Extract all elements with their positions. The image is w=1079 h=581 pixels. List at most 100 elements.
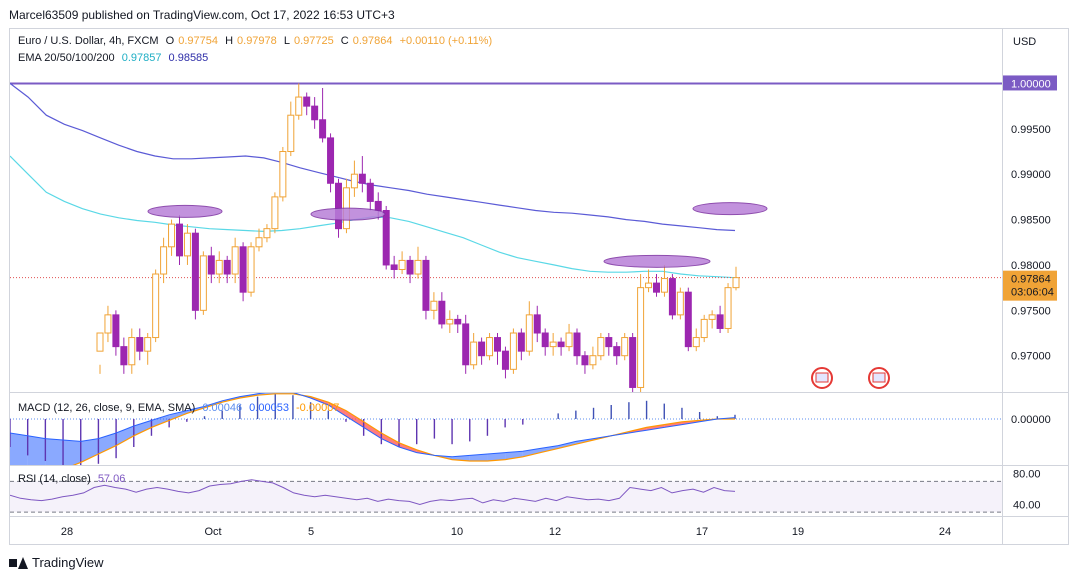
- candle-body: [168, 223, 176, 248]
- candle: [438, 292, 446, 329]
- level-badge-text: 1.00000: [1011, 78, 1051, 90]
- candle: [692, 328, 700, 352]
- candle-body: [350, 173, 358, 189]
- candle-body: [724, 287, 732, 329]
- rsi-value: 57.06: [97, 473, 126, 485]
- price-pane: [10, 82, 1002, 392]
- price-tick-label: 0.98000: [1011, 260, 1051, 272]
- macd-fill-segment: [80, 438, 99, 463]
- countdown-text: 03:06:04: [1011, 287, 1054, 299]
- candle: [509, 328, 517, 374]
- open-value: 0.97754: [178, 35, 218, 47]
- candle-body: [358, 173, 366, 184]
- candle: [454, 314, 462, 334]
- macd-fill-segment: [664, 421, 682, 428]
- macd-fill-segment: [45, 438, 64, 465]
- candle-body: [700, 318, 708, 339]
- candle-body: [390, 264, 398, 270]
- candle: [557, 337, 565, 356]
- candle-body: [191, 232, 199, 311]
- rsi-legend: RSI (14, close) 57.06: [18, 473, 129, 485]
- macd-label: MACD (12, 26, close, 9, EMA, SMA): [18, 402, 196, 414]
- time-tick-label: Oct: [204, 526, 221, 538]
- candle: [168, 219, 176, 256]
- candle: [446, 310, 454, 334]
- candle-body: [96, 332, 104, 352]
- candle-body: [613, 346, 621, 357]
- candle: [653, 274, 660, 297]
- macd-fill-segment: [522, 448, 541, 457]
- candle: [231, 237, 239, 284]
- candle: [303, 92, 311, 116]
- macd-fill-segment: [63, 440, 81, 465]
- candle: [668, 274, 676, 320]
- candle-body: [366, 182, 374, 202]
- high-value: 0.97978: [237, 35, 277, 47]
- macd-fill-segment: [505, 451, 523, 460]
- macd-fill-segment: [169, 410, 187, 421]
- currency-label: USD: [1013, 36, 1036, 48]
- candle-body: [335, 182, 342, 230]
- price-tick-label: 0.97500: [1011, 305, 1051, 317]
- candle-body: [716, 314, 724, 329]
- candle: [581, 351, 589, 374]
- candle-body: [406, 259, 414, 275]
- candle: [239, 242, 247, 302]
- candle-body: [271, 196, 279, 230]
- candle: [215, 251, 223, 284]
- candle: [342, 178, 350, 234]
- candle: [533, 305, 541, 343]
- candle-body: [255, 237, 263, 248]
- candle: [183, 224, 191, 265]
- candle-body: [382, 210, 390, 266]
- candle: [96, 332, 104, 374]
- candle-body: [525, 314, 533, 352]
- candle: [597, 333, 605, 361]
- candle-body: [247, 246, 255, 293]
- us-flag-event-icon: [811, 367, 833, 389]
- open-label: O: [165, 35, 175, 47]
- macd-fill-segment: [116, 426, 134, 446]
- candle-body: [207, 255, 215, 275]
- macd-fill-segment: [133, 420, 152, 436]
- candle: [382, 205, 390, 270]
- candle: [470, 333, 478, 370]
- rsi-line: [10, 479, 736, 506]
- rsi-tick-label: 40.00: [1013, 499, 1041, 511]
- candle-body: [136, 337, 144, 352]
- candle: [613, 342, 621, 365]
- candle: [525, 301, 533, 356]
- candle: [621, 333, 629, 361]
- candle-body: [692, 337, 700, 348]
- candle-body: [462, 323, 470, 366]
- candle-body: [708, 314, 716, 320]
- candle: [358, 156, 366, 193]
- tradingview-logo[interactable]: TradingView: [9, 555, 104, 570]
- macd-fill-segment: [469, 454, 488, 461]
- candle: [565, 323, 573, 352]
- candle: [390, 255, 398, 279]
- low-value: 0.97725: [293, 35, 334, 47]
- candle-body: [660, 278, 668, 293]
- candle-body: [573, 332, 581, 357]
- candle-body: [629, 337, 637, 388]
- candle-body: [311, 105, 319, 121]
- macd-tick-label: 0.00000: [1011, 414, 1051, 426]
- candle-body: [621, 337, 629, 357]
- candle: [271, 192, 279, 234]
- candle: [422, 255, 430, 320]
- candle: [319, 87, 327, 143]
- macd-hist-value: 0.00046: [202, 402, 243, 414]
- candle: [501, 346, 509, 379]
- annotation-ellipse: [692, 202, 768, 216]
- candle: [144, 333, 152, 365]
- annotation-ellipse: [310, 207, 386, 221]
- time-tick-label: 5: [308, 526, 314, 538]
- candle: [605, 333, 613, 356]
- macd-fill-segment: [558, 441, 576, 449]
- candle: [279, 146, 287, 202]
- macd-fill-segment: [487, 452, 506, 461]
- candle: [120, 337, 128, 374]
